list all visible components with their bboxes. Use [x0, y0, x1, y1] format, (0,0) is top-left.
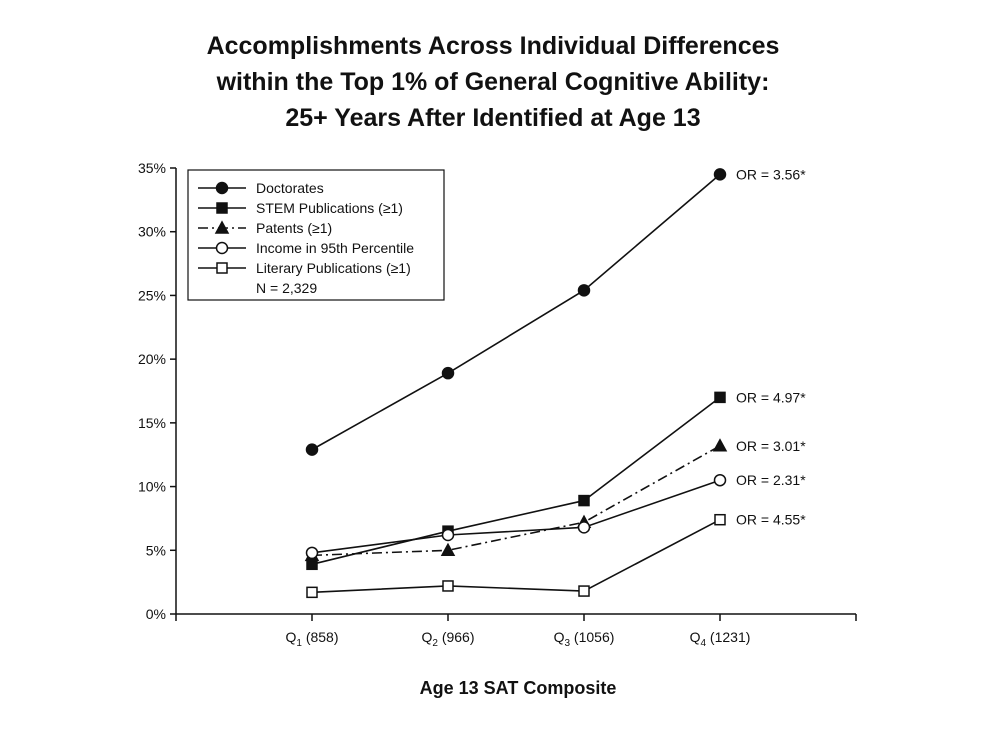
legend-marker	[214, 220, 230, 234]
y-tick-label: 10%	[138, 479, 166, 495]
series-line	[311, 518, 721, 594]
data-point	[713, 473, 727, 487]
data-point	[577, 521, 591, 534]
legend-entry: Patents (≥1)	[256, 220, 332, 236]
odds-ratio-label: OR = 2.31*	[736, 472, 806, 488]
data-point	[577, 284, 591, 297]
x-axis-label: Age 13 SAT Composite	[420, 678, 617, 698]
axes: 0% 5% 10% 15% 20% 25% 30% 35% Q1 (858) Q2 (966) Q3…	[138, 160, 857, 649]
y-tick-label: 25%	[138, 287, 166, 303]
odds-ratio-label: OR = 3.01*	[736, 438, 806, 454]
odds-ratio-label: OR = 3.56*	[736, 166, 806, 182]
y-tick-label: 5%	[146, 542, 166, 558]
y-tick-label: 0%	[146, 606, 166, 622]
data-point	[305, 546, 319, 560]
data-point	[306, 586, 318, 599]
y-tick-label: 30%	[138, 224, 166, 240]
data-point	[441, 528, 455, 542]
legend-entry: Doctorates	[256, 180, 324, 196]
data-point	[441, 366, 455, 380]
data-point	[712, 438, 728, 452]
legend-marker	[216, 202, 228, 214]
x-tick-label: Q2 (966)	[421, 629, 474, 649]
legend-entry: Literary Publications (≥1)	[256, 260, 411, 276]
data-point	[578, 494, 590, 507]
data-point	[578, 585, 590, 597]
data-point	[440, 542, 456, 557]
y-tick-label: 35%	[138, 160, 166, 176]
data-point	[305, 443, 319, 456]
x-tick-label: Q1 (858)	[285, 629, 338, 649]
data-point	[442, 580, 454, 592]
legend: Doctorates STEM Publications (≥1) Patents …	[187, 169, 445, 301]
chart-title-line-3: 25+ Years After Identified at Age 13	[285, 104, 701, 132]
series-line	[311, 396, 721, 566]
y-tick-label: 15%	[138, 415, 166, 431]
chart-title-line-2: within the Top 1% of General Cognitive A…	[216, 68, 770, 96]
legend-marker	[216, 262, 228, 274]
legend-note: N = 2,329	[256, 280, 317, 296]
legend-box	[187, 169, 445, 301]
legend-marker	[215, 241, 229, 255]
chart-title-line-1: Accomplishments Across Individual Differ…	[206, 32, 780, 60]
y-tick-label: 20%	[138, 351, 166, 367]
data-point	[714, 513, 726, 526]
series-line	[311, 445, 721, 557]
x-tick-label: Q4 (1231)	[690, 629, 751, 649]
data-point	[714, 391, 726, 404]
chart-title: Accomplishments Across Individual Differ…	[0, 28, 986, 136]
odds-ratio-label: OR = 4.55*	[736, 512, 806, 528]
legend-marker	[215, 181, 229, 195]
x-tick-label: Q3 (1056)	[554, 629, 615, 649]
series-line	[311, 173, 721, 451]
odds-ratio-label: OR = 4.97*	[736, 389, 806, 405]
legend-entry: STEM Publications (≥1)	[256, 200, 403, 216]
series-lines: OR = 3.56* OR = 4.97* OR = 3.01* OR = 2.31*…	[304, 166, 806, 599]
data-point	[713, 168, 727, 181]
series-line	[311, 479, 721, 554]
legend-entry: Income in 95th Percentile	[256, 240, 414, 256]
